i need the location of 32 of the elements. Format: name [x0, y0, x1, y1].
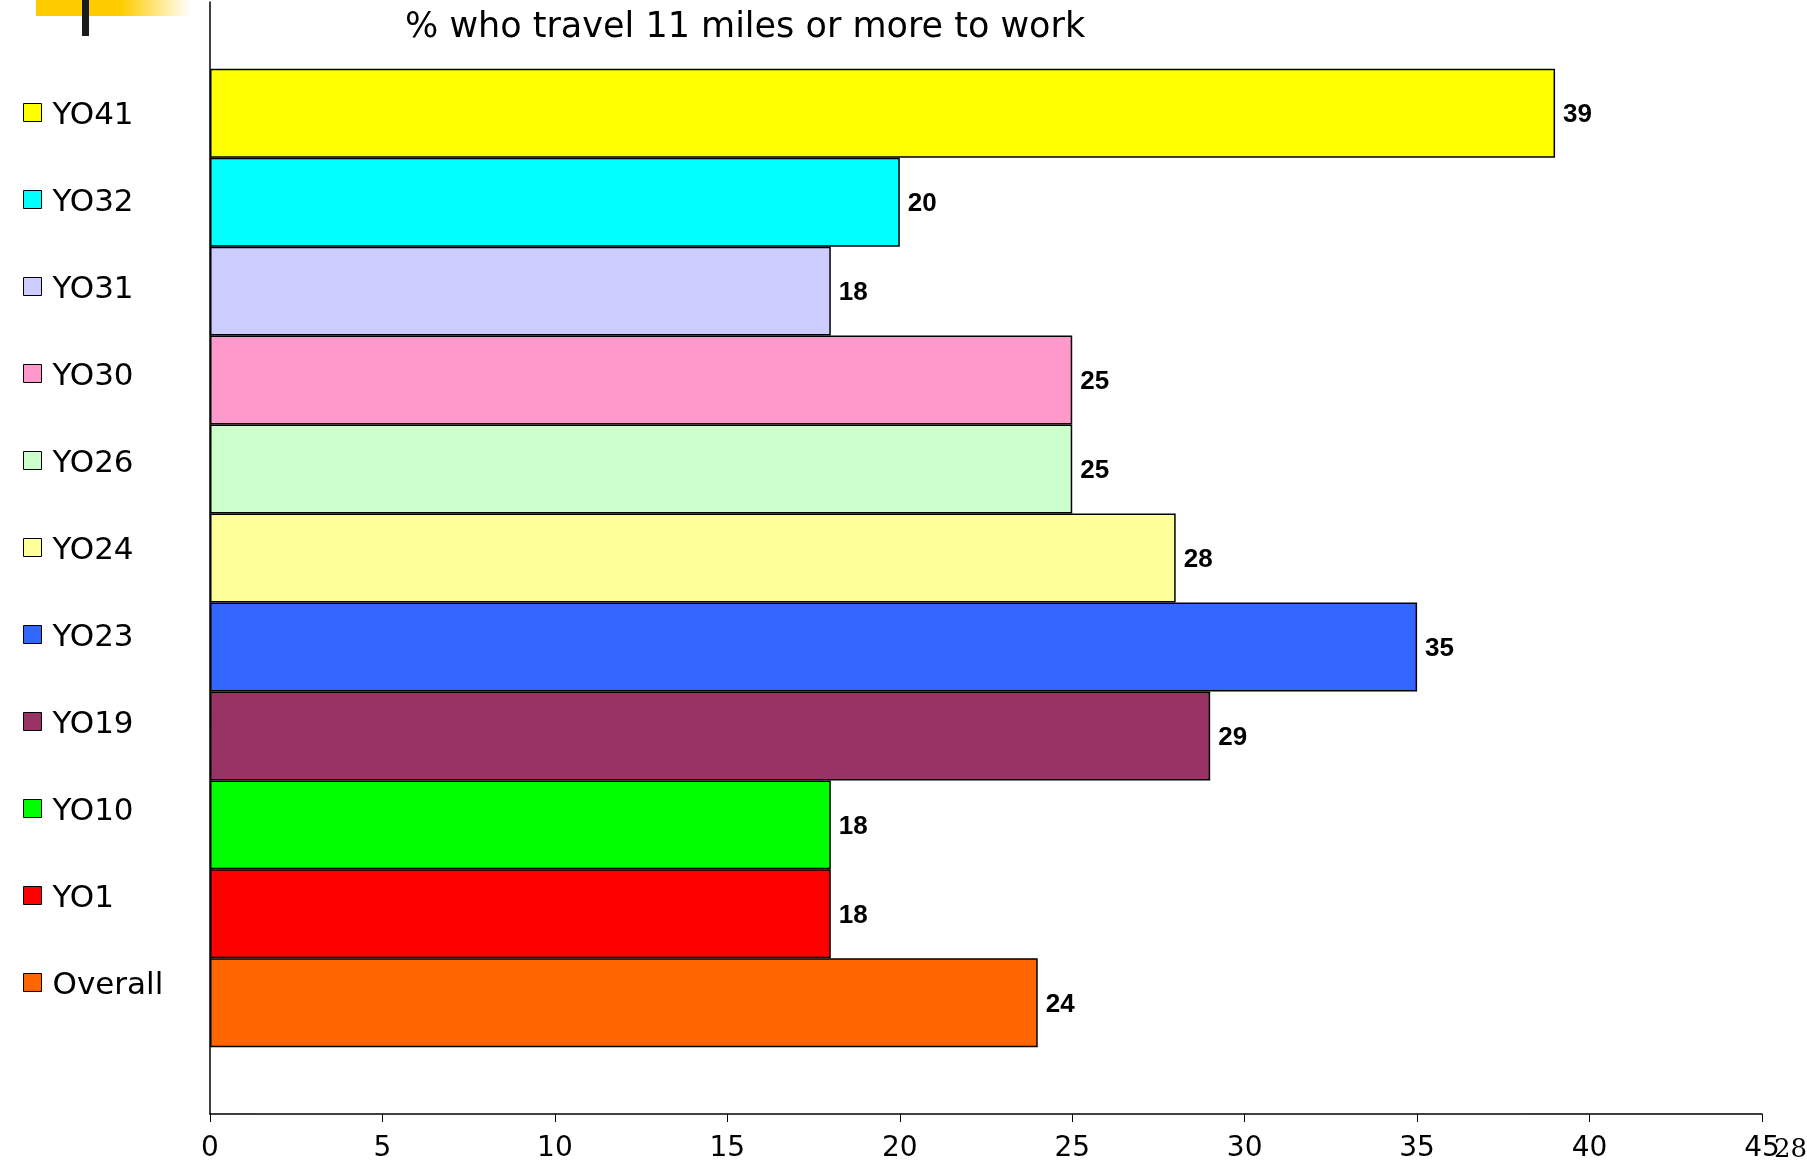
- legend-label: YO23: [51, 616, 134, 653]
- x-tick-label: 25: [1054, 1129, 1091, 1163]
- data-label: 25: [1080, 365, 1110, 396]
- legend-label: YO30: [51, 355, 134, 392]
- legend-label: YO26: [51, 442, 134, 479]
- data-label: 25: [1080, 454, 1110, 485]
- legend-label: YO1: [51, 877, 114, 914]
- x-tick-label: 20: [881, 1129, 918, 1163]
- x-tick-label: 5: [373, 1129, 392, 1163]
- legend-label: YO10: [51, 790, 134, 827]
- x-tick-label: 30: [1226, 1129, 1263, 1163]
- legend-label: YO24: [51, 529, 134, 566]
- legend-label: YO32: [51, 181, 134, 218]
- data-label: 24: [1045, 987, 1076, 1018]
- legend-label: YO19: [51, 703, 134, 740]
- data-label: 39: [1563, 98, 1592, 129]
- x-tick-label: 40: [1571, 1129, 1608, 1163]
- data-label: 29: [1218, 720, 1248, 751]
- chart-title: % who travel 11 miles or more to work: [405, 4, 1086, 45]
- legend-label: YO41: [51, 94, 134, 131]
- legend-label: Overall: [52, 964, 164, 1001]
- data-label: 35: [1425, 631, 1455, 662]
- x-tick-label: 15: [709, 1129, 746, 1163]
- x-tick-label: 0: [201, 1129, 219, 1163]
- x-tick-label: 10: [537, 1129, 573, 1163]
- data-label: 18: [838, 898, 868, 929]
- x-tick-label: 35: [1399, 1129, 1435, 1163]
- data-label: 28: [1183, 543, 1213, 573]
- legend-label: YO31: [51, 268, 134, 305]
- data-label: 18: [838, 809, 868, 840]
- data-label: 18: [838, 276, 868, 307]
- data-label: 20: [907, 187, 937, 218]
